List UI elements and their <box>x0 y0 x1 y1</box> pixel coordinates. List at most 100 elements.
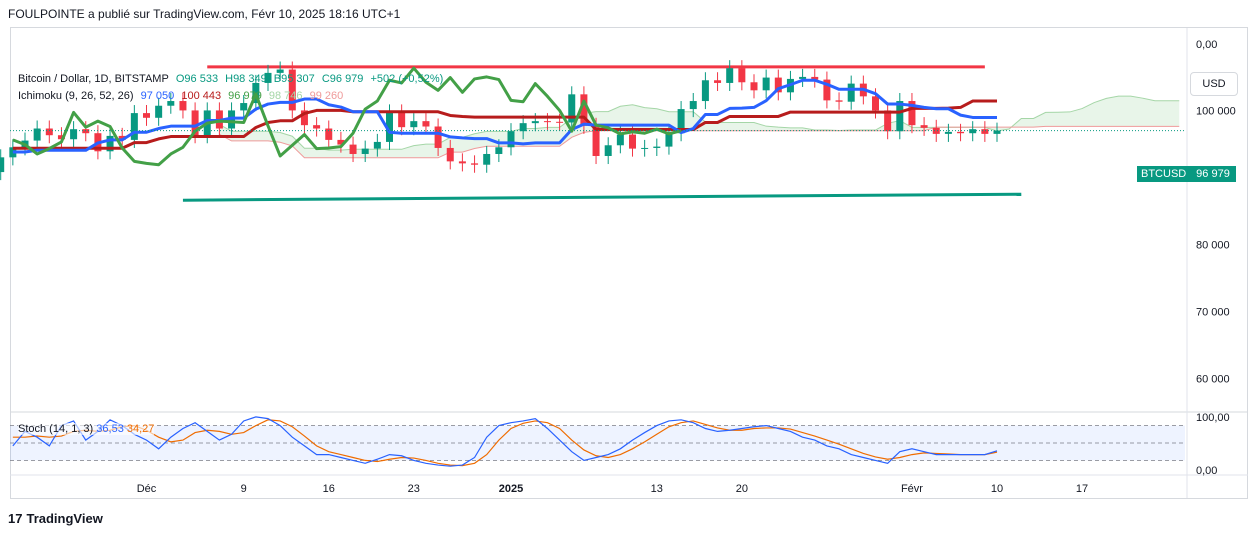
candle-body <box>422 121 430 127</box>
candle-body <box>519 123 527 132</box>
stoch-d-line <box>12 419 998 467</box>
y-tick-label: 70 000 <box>1196 306 1230 318</box>
candle-body <box>57 135 65 140</box>
last-price-badge: 96 979 <box>1190 166 1236 182</box>
candle-body <box>337 139 345 145</box>
candle-body <box>957 131 965 134</box>
candle-body <box>82 129 90 134</box>
chikou-value: 96 979 <box>228 90 262 102</box>
ohlc-legend: Bitcoin / Dollar, 1D, BITSTAMP O96 533 H… <box>18 73 447 85</box>
candle-body <box>665 133 673 147</box>
candle-body <box>313 125 321 129</box>
candle-body <box>969 129 977 134</box>
candle-body <box>471 163 479 165</box>
kijun-sen-line <box>12 99 997 150</box>
stoch-tick-label: 0,00 <box>1196 465 1217 477</box>
candle-body <box>531 121 539 124</box>
candle-body <box>726 68 734 83</box>
candle-body <box>604 145 612 156</box>
x-tick-label: 20 <box>736 483 748 495</box>
candle-body <box>33 128 41 141</box>
candle-body <box>847 83 855 102</box>
tenkan-sen-line <box>12 78 997 154</box>
candle-body <box>884 110 892 132</box>
chikou-span-line <box>12 66 682 167</box>
tenkan-value: 97 050 <box>140 90 175 102</box>
candle-body <box>543 121 551 123</box>
candle-body <box>167 101 175 106</box>
y-tick-label: 80 000 <box>1196 239 1230 251</box>
x-tick-label: 23 <box>408 483 420 495</box>
candle-body <box>458 161 466 164</box>
candle-body <box>398 112 406 128</box>
candle-body <box>325 128 333 140</box>
tradingview-logo-icon: 17 <box>8 511 23 526</box>
candle-body <box>240 103 248 111</box>
candle-body <box>264 72 272 83</box>
candle-body <box>155 105 163 118</box>
candle-body <box>799 76 807 79</box>
stoch-label[interactable]: Stoch (14, 1, 3) <box>18 423 94 435</box>
y-tick-label: 100 000 <box>1196 105 1236 117</box>
candle-body <box>300 110 308 126</box>
candle-body <box>556 121 564 123</box>
currency-button[interactable]: USD <box>1190 72 1238 96</box>
publish-header: FOULPOINTE a publié sur TradingView.com,… <box>8 7 401 21</box>
candle-body <box>106 135 114 152</box>
x-tick-label: 9 <box>241 483 247 495</box>
candle-body <box>191 110 199 136</box>
y-tick-label: 60 000 <box>1196 373 1230 385</box>
candle-body <box>616 134 624 146</box>
candle-body <box>823 79 831 101</box>
open-value: O96 533 <box>175 73 219 85</box>
x-tick-label: Févr <box>901 483 923 495</box>
stoch-tick-label: 100,00 <box>1196 412 1230 424</box>
stoch-legend: Stoch (14, 1, 3) 36,53 34,27 <box>18 423 155 435</box>
low-value: B95 307 <box>273 73 315 85</box>
x-tick-label: 16 <box>323 483 335 495</box>
candle-body <box>653 146 661 148</box>
symbol-title[interactable]: Bitcoin / Dollar, 1D, BITSTAMP <box>18 73 169 85</box>
candle-body <box>568 94 576 123</box>
candle-body <box>835 100 843 102</box>
candle-body <box>762 77 770 91</box>
candle-body <box>410 121 418 128</box>
tradingview-footer[interactable]: 17 TradingView <box>8 511 103 526</box>
candle-body <box>386 112 393 142</box>
candle-body <box>908 101 916 126</box>
stoch-k-line <box>12 416 998 467</box>
x-tick-label: 17 <box>1076 483 1088 495</box>
candle-body <box>592 125 600 156</box>
candle-body <box>701 80 709 102</box>
candle-body <box>896 101 904 132</box>
y-tick-label: 0,00 <box>1196 39 1217 51</box>
candle-body <box>944 131 952 134</box>
candle-body <box>714 80 722 83</box>
candle-body <box>811 76 819 80</box>
candle-body <box>361 148 369 154</box>
candle-body <box>507 131 515 148</box>
candle-body <box>677 109 685 134</box>
candle-body <box>580 94 588 126</box>
candle-body <box>373 141 381 149</box>
senkou-span-a-line <box>219 95 1180 151</box>
x-tick-label: Déc <box>137 483 157 495</box>
senkou-a-value: 98 746 <box>268 90 303 102</box>
close-value: C96 979 <box>321 73 364 85</box>
high-value: H98 349 <box>225 73 267 85</box>
ichimoku-label[interactable]: Ichimoku (9, 26, 52, 26) <box>18 90 134 102</box>
candle-body <box>70 129 78 140</box>
tradingview-brand: TradingView <box>26 511 103 526</box>
ichimoku-legend: Ichimoku (9, 26, 52, 26) 97 050 100 443 … <box>18 90 347 102</box>
candle-body <box>179 101 187 111</box>
candle-body <box>641 147 649 149</box>
x-tick-label: 13 <box>651 483 663 495</box>
candle-body <box>932 127 940 134</box>
candle-body <box>483 153 491 165</box>
kijun-value: 100 443 <box>181 90 222 102</box>
candle-body <box>993 130 1001 134</box>
candle-body <box>446 147 454 162</box>
candle-body <box>689 101 697 110</box>
candle-body <box>981 129 989 134</box>
